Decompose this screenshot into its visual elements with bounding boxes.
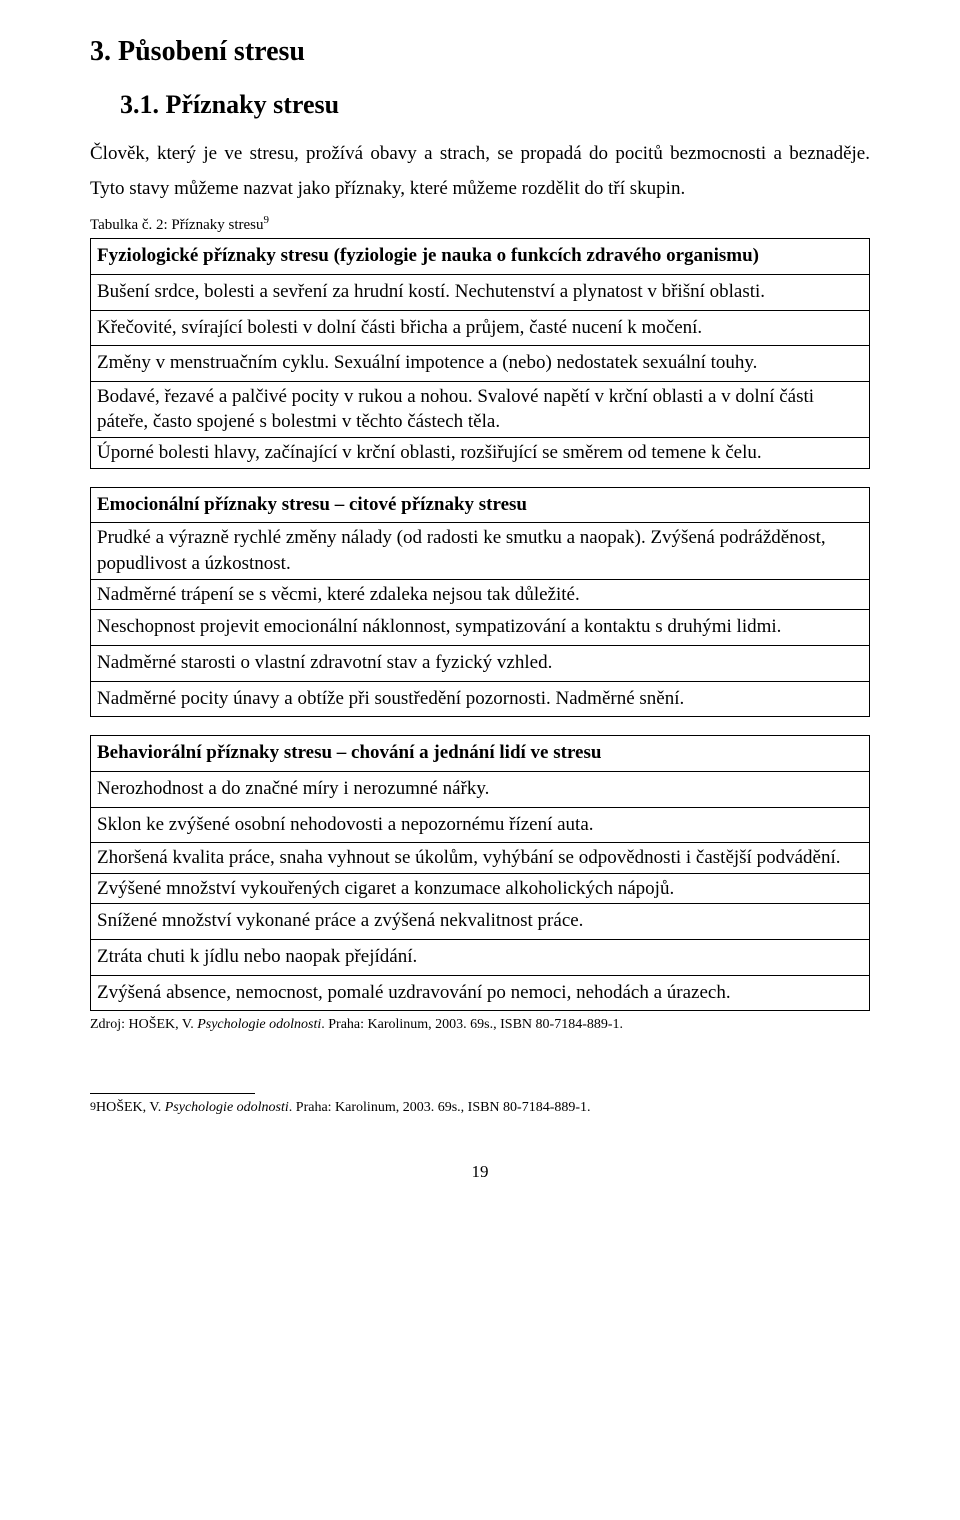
table-row: Snížené množství vykonané práce a zvýšen… bbox=[91, 904, 870, 940]
table-row: Zhoršená kvalita práce, snaha vyhnout se… bbox=[91, 843, 870, 874]
subsection-heading: 3.1. Příznaky stresu bbox=[120, 90, 870, 120]
table-row: Nadměrné pocity únavy a obtíže při soust… bbox=[91, 681, 870, 717]
table-row: Změny v menstruačním cyklu. Sexuální imp… bbox=[91, 346, 870, 382]
table-row: Zvýšené množství vykouřených cigaret a k… bbox=[91, 873, 870, 904]
table-cell: Nadměrné trápení se s věcmi, které zdale… bbox=[91, 579, 870, 610]
footnote: 9HOŠEK, V. Psychologie odolnosti. Praha:… bbox=[90, 1098, 870, 1118]
table-row: Nerozhodnost a do značné míry i nerozumn… bbox=[91, 771, 870, 807]
table-cell: Nadměrné pocity únavy a obtíže při soust… bbox=[91, 681, 870, 717]
table-cell: Bodavé, řezavé a palčivé pocity v rukou … bbox=[91, 381, 870, 437]
table-row: Nadměrné trápení se s věcmi, které zdale… bbox=[91, 579, 870, 610]
table-row: Prudké a výrazně rychlé změny nálady (od… bbox=[91, 523, 870, 579]
table-cell: Křečovité, svírající bolesti v dolní čás… bbox=[91, 310, 870, 346]
source-prefix: Zdroj: HOŠEK, V. bbox=[90, 1017, 197, 1032]
table-cell: Neschopnost projevit emocionální náklonn… bbox=[91, 610, 870, 646]
table-physiological: Fyziologické příznaky stresu (fyziologie… bbox=[90, 238, 870, 468]
table-row: Neschopnost projevit emocionální náklonn… bbox=[91, 610, 870, 646]
table-row: Nadměrné starosti o vlastní zdravotní st… bbox=[91, 645, 870, 681]
table-row: Emocionální příznaky stresu – citové pří… bbox=[91, 487, 870, 523]
table-emotional: Emocionální příznaky stresu – citové pří… bbox=[90, 487, 870, 717]
table-caption-footnote-marker: 9 bbox=[264, 214, 270, 226]
footnote-prefix: HOŠEK, V. bbox=[96, 1100, 165, 1115]
table-row: Zvýšená absence, nemocnost, pomalé uzdra… bbox=[91, 975, 870, 1011]
footnote-title: Psychologie odolnosti bbox=[165, 1100, 289, 1115]
table-header-cell: Fyziologické příznaky stresu (fyziologie… bbox=[91, 239, 870, 275]
table-cell: Prudké a výrazně rychlé změny nálady (od… bbox=[91, 523, 870, 579]
page-number: 19 bbox=[90, 1162, 870, 1182]
table-cell: Nerozhodnost a do značné míry i nerozumn… bbox=[91, 771, 870, 807]
table-caption-text: Tabulka č. 2: Příznaky stresu bbox=[90, 217, 264, 233]
source-suffix: . Praha: Karolinum, 2003. 69s., ISBN 80-… bbox=[321, 1017, 623, 1032]
table-header-cell: Emocionální příznaky stresu – citové pří… bbox=[91, 487, 870, 523]
table-cell: Sklon ke zvýšené osobní nehodovosti a ne… bbox=[91, 807, 870, 843]
table-row: Fyziologické příznaky stresu (fyziologie… bbox=[91, 239, 870, 275]
table-cell: Zvýšená absence, nemocnost, pomalé uzdra… bbox=[91, 975, 870, 1011]
table-cell: Snížené množství vykonané práce a zvýšen… bbox=[91, 904, 870, 940]
table-row: Bušení srdce, bolesti a sevření za hrudn… bbox=[91, 274, 870, 310]
footnote-suffix: . Praha: Karolinum, 2003. 69s., ISBN 80-… bbox=[289, 1100, 591, 1115]
table-behavioral: Behaviorální příznaky stresu – chování a… bbox=[90, 735, 870, 1011]
table-cell: Změny v menstruačním cyklu. Sexuální imp… bbox=[91, 346, 870, 382]
table-cell: Zvýšené množství vykouřených cigaret a k… bbox=[91, 873, 870, 904]
table-row: Behaviorální příznaky stresu – chování a… bbox=[91, 736, 870, 772]
table-cell: Nadměrné starosti o vlastní zdravotní st… bbox=[91, 645, 870, 681]
table-row: Úporné bolesti hlavy, začínající v krční… bbox=[91, 438, 870, 469]
table-row: Bodavé, řezavé a palčivé pocity v rukou … bbox=[91, 381, 870, 437]
intro-paragraph: Člověk, který je ve stresu, prožívá obav… bbox=[90, 136, 870, 206]
source-title: Psychologie odolnosti bbox=[197, 1017, 321, 1032]
table-row: Křečovité, svírající bolesti v dolní čás… bbox=[91, 310, 870, 346]
table-header-cell: Behaviorální příznaky stresu – chování a… bbox=[91, 736, 870, 772]
table-caption: Tabulka č. 2: Příznaky stresu9 bbox=[90, 214, 870, 234]
table-row: Ztráta chuti k jídlu nebo naopak přejídá… bbox=[91, 940, 870, 976]
table-row: Sklon ke zvýšené osobní nehodovosti a ne… bbox=[91, 807, 870, 843]
section-heading: 3. Působení stresu bbox=[90, 36, 870, 68]
table-cell: Zhoršená kvalita práce, snaha vyhnout se… bbox=[91, 843, 870, 874]
table-cell: Úporné bolesti hlavy, začínající v krční… bbox=[91, 438, 870, 469]
table-cell: Bušení srdce, bolesti a sevření za hrudn… bbox=[91, 274, 870, 310]
table-cell: Ztráta chuti k jídlu nebo naopak přejídá… bbox=[91, 940, 870, 976]
table-source: Zdroj: HOŠEK, V. Psychologie odolnosti. … bbox=[90, 1017, 870, 1033]
footnote-separator bbox=[90, 1093, 255, 1094]
